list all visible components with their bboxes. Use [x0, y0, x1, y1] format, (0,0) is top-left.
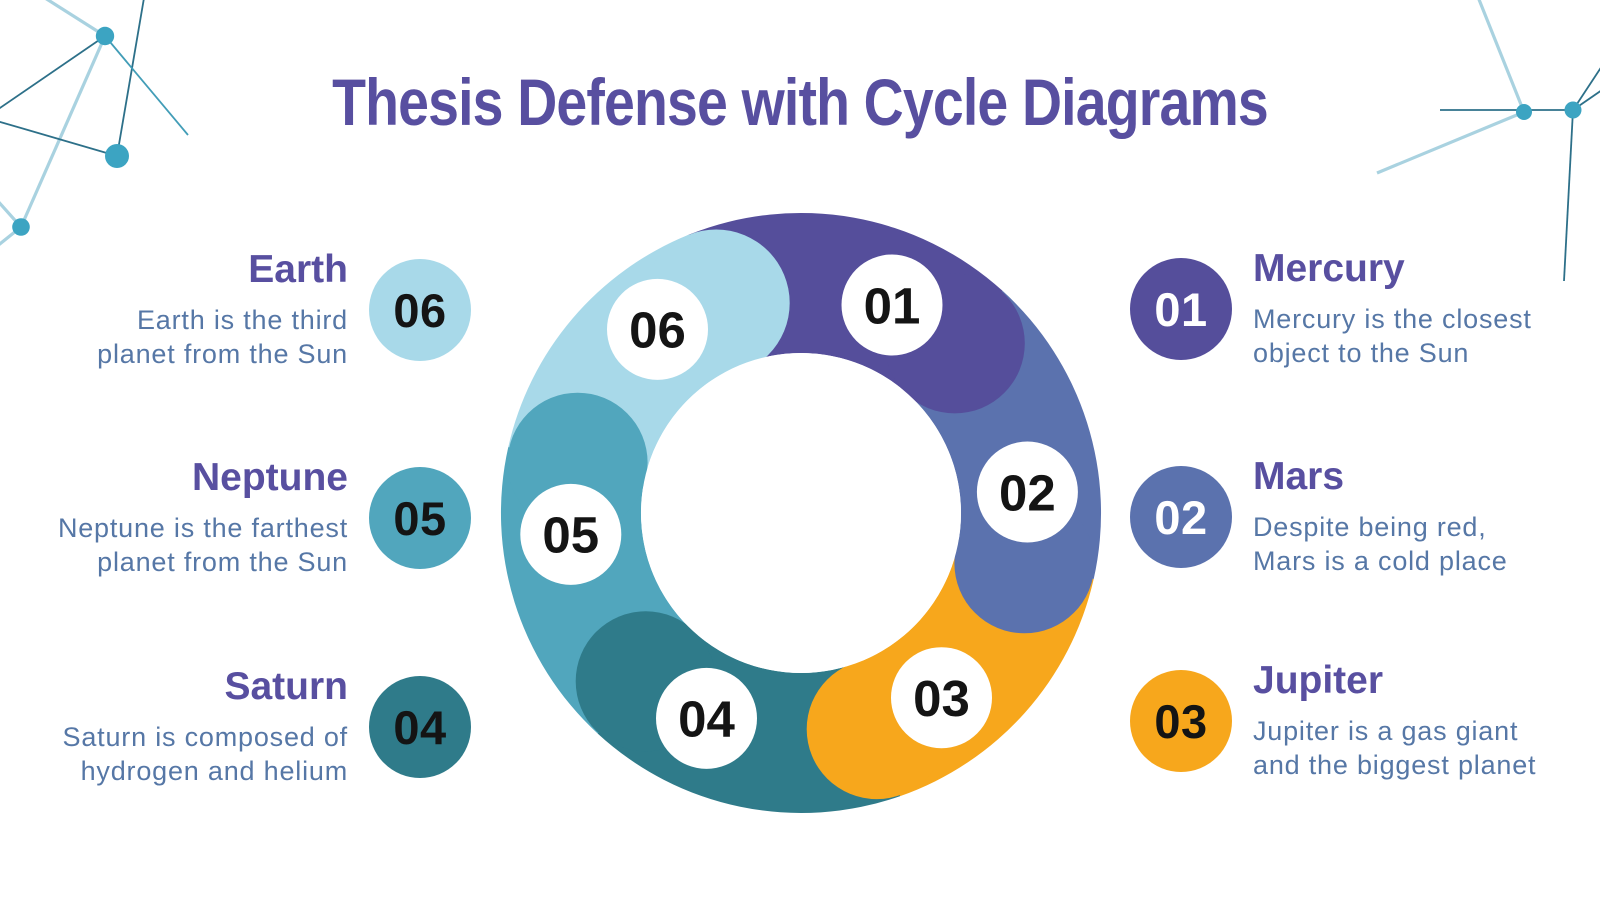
svg-text:05: 05: [542, 507, 599, 564]
svg-text:02: 02: [999, 464, 1056, 521]
svg-text:01: 01: [864, 277, 921, 334]
svg-text:06: 06: [629, 302, 686, 359]
svg-text:04: 04: [678, 691, 735, 748]
svg-text:03: 03: [913, 670, 970, 727]
